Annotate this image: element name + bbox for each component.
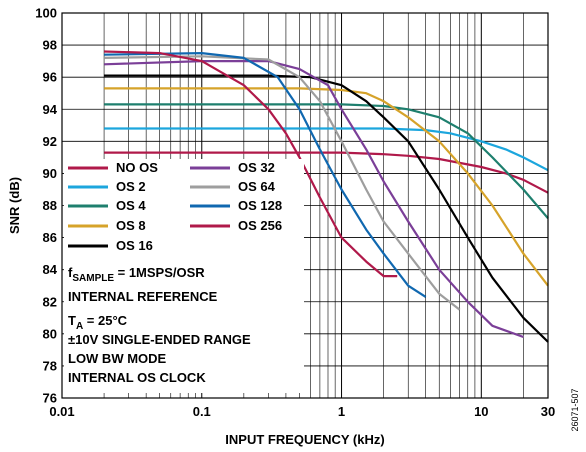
y-tick-label: 84 (43, 262, 58, 277)
y-tick-labels: 100 98 96 94 92 90 88 86 84 82 80 78 76 (35, 6, 57, 406)
series-line-os-8 (104, 87, 549, 287)
y-tick-label: 82 (43, 294, 57, 309)
condition-line: LOW BW MODE (68, 351, 167, 366)
test-conditions: fSAMPLE = 1MSPS/OSR INTERNAL REFERENCE TA … (68, 265, 251, 385)
y-tick-label: 80 (43, 326, 57, 341)
legend-label-no-os: NO OS (116, 160, 158, 175)
x-axis-title: INPUT FREQUENCY (kHz) (225, 432, 384, 447)
condition-line: fSAMPLE = 1MSPS/OSR (68, 265, 205, 284)
condition-line: INTERNAL REFERENCE (68, 289, 218, 304)
condition-line: ±10V SINGLE-ENDED RANGE (68, 332, 251, 347)
series-line-os-256 (104, 50, 398, 278)
legend-label-os-64: OS 64 (238, 179, 276, 194)
series-lines (104, 50, 549, 343)
y-tick-label: 98 (43, 38, 57, 53)
legend-label-os-256: OS 256 (238, 218, 282, 233)
condition-line: INTERNAL OS CLOCK (68, 370, 206, 385)
series-line-os-16 (104, 74, 549, 343)
y-tick-label: 94 (43, 102, 58, 117)
y-tick-label: 78 (43, 358, 57, 373)
y-tick-label: 92 (43, 134, 57, 149)
legend-label-os-16: OS 16 (116, 238, 153, 253)
y-tick-label: 88 (43, 198, 57, 213)
legend-background (64, 159, 304, 393)
figure-id: 26071-507 (570, 388, 580, 431)
x-tick-labels: 0.01 0.1 1 10 30 (49, 404, 555, 419)
legend-label-os-4: OS 4 (116, 198, 146, 213)
series-line-os-4 (104, 103, 549, 220)
plot-frame (61, 12, 549, 399)
y-axis-title: SNR (dB) (7, 177, 22, 234)
legend-label-os-128: OS 128 (238, 198, 282, 213)
x-tick-label: 1 (338, 404, 345, 419)
legend-label-os-2: OS 2 (116, 179, 146, 194)
condition-line: TA = 25°C (68, 313, 128, 332)
legend-label-os-32: OS 32 (238, 160, 275, 175)
y-tick-label: 100 (35, 6, 57, 21)
y-tick-label: 76 (43, 391, 57, 406)
series-line-os-32 (104, 59, 524, 339)
y-tick-label: 86 (43, 230, 57, 245)
legend: NO OS OS 2 OS 4 OS 8 OS 16 OS 32 OS 64 OS 128 OS… (68, 160, 282, 253)
x-tick-label: 0.01 (49, 404, 74, 419)
y-tick-label: 96 (43, 70, 57, 85)
series-line-os-128 (104, 51, 427, 298)
legend-label-os-8: OS 8 (116, 218, 146, 233)
x-tick-label: 10 (474, 404, 488, 419)
series-line-no-os (104, 151, 549, 194)
x-tick-label: 30 (541, 404, 555, 419)
x-tick-label: 0.1 (193, 404, 211, 419)
y-tick-label: 90 (43, 166, 57, 181)
